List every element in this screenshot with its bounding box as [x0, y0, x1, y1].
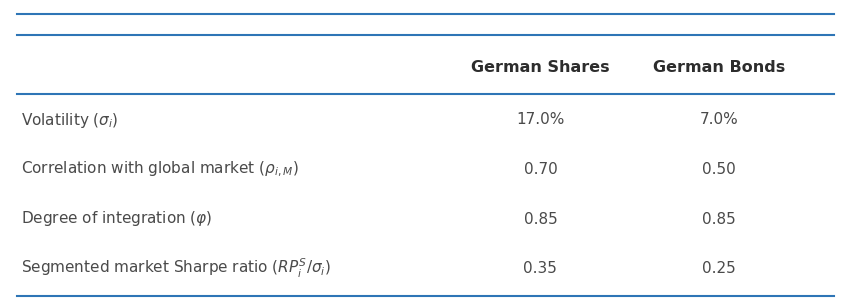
Text: 17.0%: 17.0% [517, 112, 564, 128]
Text: 7.0%: 7.0% [700, 112, 739, 128]
Text: 0.35: 0.35 [523, 261, 557, 276]
Text: 0.70: 0.70 [523, 162, 557, 177]
Text: German Shares: German Shares [471, 60, 609, 75]
Text: 0.25: 0.25 [702, 261, 736, 276]
Text: Segmented market Sharpe ratio ($\mathit{RP}_i^S$/$\sigma_i$): Segmented market Sharpe ratio ($\mathit{… [21, 257, 331, 280]
Text: 0.50: 0.50 [702, 162, 736, 177]
Text: Degree of integration ($\varphi$): Degree of integration ($\varphi$) [21, 209, 213, 229]
Text: Volatility ($\sigma_i$): Volatility ($\sigma_i$) [21, 110, 119, 130]
Text: 0.85: 0.85 [702, 212, 736, 226]
Text: 0.85: 0.85 [523, 212, 557, 226]
Text: Correlation with global market ($\rho_{i,M}$): Correlation with global market ($\rho_{i… [21, 160, 300, 179]
Text: German Bonds: German Bonds [653, 60, 785, 75]
